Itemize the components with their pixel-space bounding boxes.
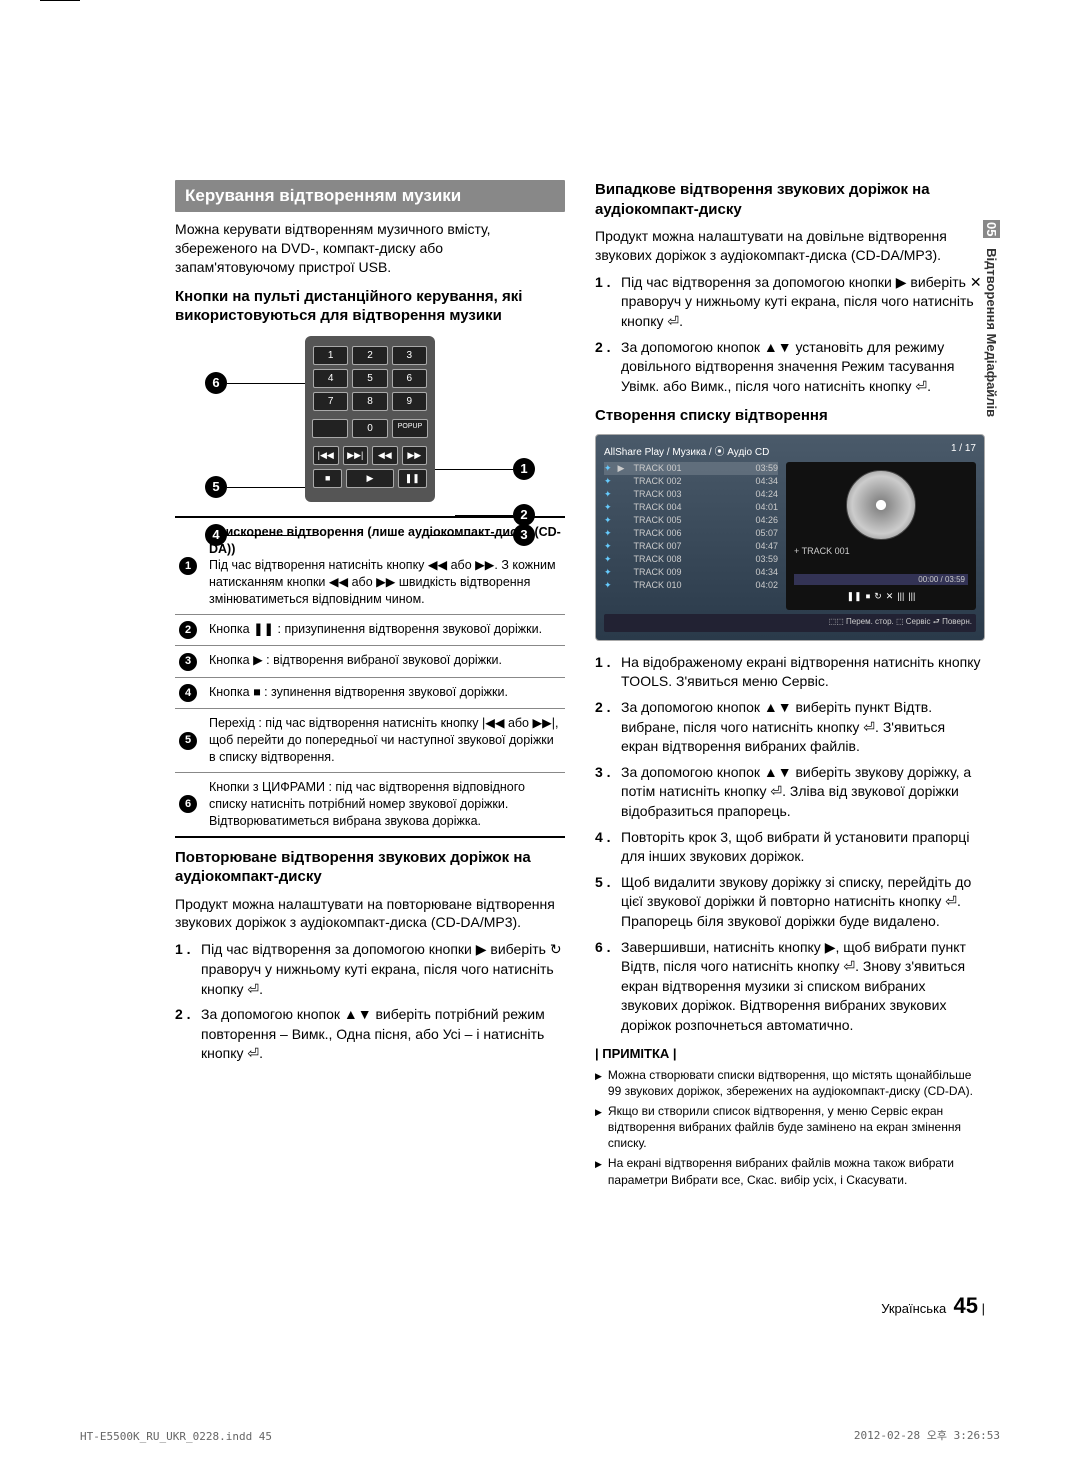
row5-body: Перехід : під час відтворення натисніть … bbox=[205, 709, 565, 773]
random-heading: Випадкове відтворення звукових доріжок н… bbox=[595, 180, 985, 219]
repeat-step-1: Під час відтворення за допомогою кнопки … bbox=[201, 940, 565, 999]
row-num-6: 6 bbox=[179, 795, 197, 813]
repeat-intro: Продукт можна налаштувати на повторюване… bbox=[175, 895, 565, 933]
callout-3: 3 bbox=[513, 524, 535, 546]
playlist-step-3: За допомогою кнопок ▲▼ виберіть звукову … bbox=[621, 763, 985, 822]
track-row: ✦TRACK 00704:47 bbox=[604, 540, 778, 553]
repeat-steps: 1 .Під час відтворення за допомогою кноп… bbox=[175, 940, 565, 1064]
row-num-5: 5 bbox=[179, 732, 197, 750]
left-column: Керування відтворенням музики Можна керу… bbox=[175, 180, 565, 1192]
remote-key-2: 2 bbox=[352, 346, 387, 365]
remote-key-6: 6 bbox=[392, 369, 427, 388]
track-list: ✦▶TRACK 00103:59✦TRACK 00204:34✦TRACK 00… bbox=[604, 462, 778, 610]
remote-body: 1 2 3 4 5 6 7 8 9 0 POPUP |◀◀ ▶▶| bbox=[305, 336, 435, 502]
row-num-3: 3 bbox=[179, 653, 197, 671]
note-3: На екрані відтворення вибраних файлів мо… bbox=[608, 1155, 985, 1187]
callout-5: 5 bbox=[205, 476, 227, 498]
intro-text: Можна керувати відтворенням музичного вм… bbox=[175, 220, 565, 277]
row3-body: Кнопка ▶ : відтворення вибраної звукової… bbox=[205, 646, 565, 677]
playlist-step-4: Повторіть крок 3, щоб вибрати й установи… bbox=[621, 828, 985, 867]
remote-controls-table: 1 Прискорене відтворення (лише аудіокомп… bbox=[175, 516, 565, 838]
callout-1: 1 bbox=[513, 458, 535, 480]
note-2: Якщо ви створили список відтворення, у м… bbox=[608, 1103, 985, 1152]
remote-key-skip-back: |◀◀ bbox=[313, 446, 339, 465]
remote-illustration: 6 5 4 1 2 3 1 2 3 4 5 6 7 8 bbox=[175, 336, 565, 502]
track-row: ✦TRACK 00605:07 bbox=[604, 527, 778, 540]
remote-key-9: 9 bbox=[392, 392, 427, 411]
random-step-2: За допомогою кнопок ▲▼ установіть для ре… bbox=[621, 338, 985, 397]
remote-key-ffwd: ▶▶ bbox=[402, 446, 428, 465]
row2-body: Кнопка ❚❚ : призупинення відтворення зву… bbox=[205, 615, 565, 646]
callout-2: 2 bbox=[513, 504, 535, 526]
remote-key-1: 1 bbox=[313, 346, 348, 365]
remote-key-4: 4 bbox=[313, 369, 348, 388]
player-legend: ⬚⬚ Перем. стор. ⬚ Сервіс ⮐ Поверн. bbox=[604, 614, 976, 632]
section-header-music-control: Керування відтворенням музики bbox=[175, 180, 565, 212]
side-chapter-label: 05 Відтворення Медіафайлів bbox=[983, 220, 1000, 417]
track-row: ✦TRACK 00404:01 bbox=[604, 501, 778, 514]
playlist-step-5: Щоб видалити звукову доріжку зі списку, … bbox=[621, 873, 985, 932]
track-row: ✦TRACK 00904:34 bbox=[604, 566, 778, 579]
page-footer-date: 2012-02-28 오후 3:26:53 bbox=[854, 1427, 1000, 1443]
remote-key-0: 0 bbox=[352, 419, 388, 438]
remote-key-rewind: ◀◀ bbox=[372, 446, 398, 465]
remote-buttons-heading: Кнопки на пульті дистанційного керування… bbox=[175, 287, 565, 326]
row-num-4: 4 bbox=[179, 684, 197, 702]
playlist-step-2: За допомогою кнопок ▲▼ виберіть пункт Ві… bbox=[621, 698, 985, 757]
track-row: ✦▶TRACK 00103:59 bbox=[604, 462, 778, 475]
row-num-2: 2 bbox=[179, 621, 197, 639]
now-playing: + TRACK 001 bbox=[794, 546, 968, 556]
random-steps: 1 .Під час відтворення за допомогою кноп… bbox=[595, 273, 985, 397]
random-intro: Продукт можна налаштувати на довільне ві… bbox=[595, 227, 985, 265]
repeat-heading: Повторюване відтворення звукових доріжок… bbox=[175, 848, 565, 887]
player-breadcrumb: AllShare Play / Музика / ⦿ Аудіо CD bbox=[604, 443, 769, 458]
note-1: Можна створювати списки відтворення, що … bbox=[608, 1067, 985, 1099]
remote-key-3: 3 bbox=[392, 346, 427, 365]
track-row: ✦TRACK 00304:24 bbox=[604, 488, 778, 501]
row-num-1: 1 bbox=[179, 557, 197, 575]
playlist-steps: 1 .На відображеному екрані відтворення н… bbox=[595, 653, 985, 1036]
remote-key-play: ▶ bbox=[346, 469, 393, 488]
playlist-step-6: Завершивши, натисніть кнопку ▶, щоб вибр… bbox=[621, 938, 985, 1036]
remote-key-skip-fwd: ▶▶| bbox=[343, 446, 369, 465]
row6-body: Кнопки з ЦИФРАМИ : під час відтворення в… bbox=[205, 772, 565, 836]
time-display: 00:00 / 03:59 bbox=[794, 574, 968, 585]
row1-title: Прискорене відтворення (лише аудіокомпак… bbox=[209, 525, 561, 556]
page-footer-file: HT-E5500K_RU_UKR_0228.indd 45 bbox=[80, 1430, 272, 1443]
playlist-heading: Створення списку відтворення bbox=[595, 406, 985, 426]
page-footer-right: Українська 45 | bbox=[881, 1293, 985, 1319]
remote-key-stop: ■ bbox=[313, 469, 342, 488]
remote-key-8: 8 bbox=[352, 392, 387, 411]
right-column: Випадкове відтворення звукових доріжок н… bbox=[595, 180, 985, 1192]
note-label: | ПРИМІТКА | bbox=[595, 1046, 985, 1061]
note-list: Можна створювати списки відтворення, що … bbox=[595, 1067, 985, 1188]
player-screenshot: AllShare Play / Музика / ⦿ Аудіо CD 1 / … bbox=[595, 434, 985, 641]
callout-4: 4 bbox=[205, 524, 227, 546]
disc-icon bbox=[846, 470, 916, 540]
track-row: ✦TRACK 01004:02 bbox=[604, 579, 778, 592]
callout-6: 6 bbox=[205, 372, 227, 394]
player-transport: ❚❚⏹↻✕|||||| bbox=[794, 591, 968, 602]
remote-key-5: 5 bbox=[352, 369, 387, 388]
repeat-step-2: За допомогою кнопок ▲▼ виберіть потрібни… bbox=[201, 1005, 565, 1064]
disc-panel: + TRACK 001 00:00 / 03:59 ❚❚⏹↻✕|||||| bbox=[786, 462, 976, 610]
row1-body: Під час відтворення натисніть кнопку ◀◀ … bbox=[209, 558, 556, 606]
track-row: ✦TRACK 00504:26 bbox=[604, 514, 778, 527]
row4-body: Кнопка ■ : зупинення відтворення звуково… bbox=[205, 677, 565, 708]
random-step-1: Під час відтворення за допомогою кнопки … bbox=[621, 273, 985, 332]
remote-key-7: 7 bbox=[313, 392, 348, 411]
player-count: 1 / 17 bbox=[951, 443, 976, 458]
remote-key-pause: ❚❚ bbox=[398, 469, 427, 488]
remote-key-popup: POPUP bbox=[392, 419, 428, 438]
playlist-step-1: На відображеному екрані відтворення нати… bbox=[621, 653, 985, 692]
track-row: ✦TRACK 00803:59 bbox=[604, 553, 778, 566]
track-row: ✦TRACK 00204:34 bbox=[604, 475, 778, 488]
remote-key-title bbox=[312, 419, 348, 438]
